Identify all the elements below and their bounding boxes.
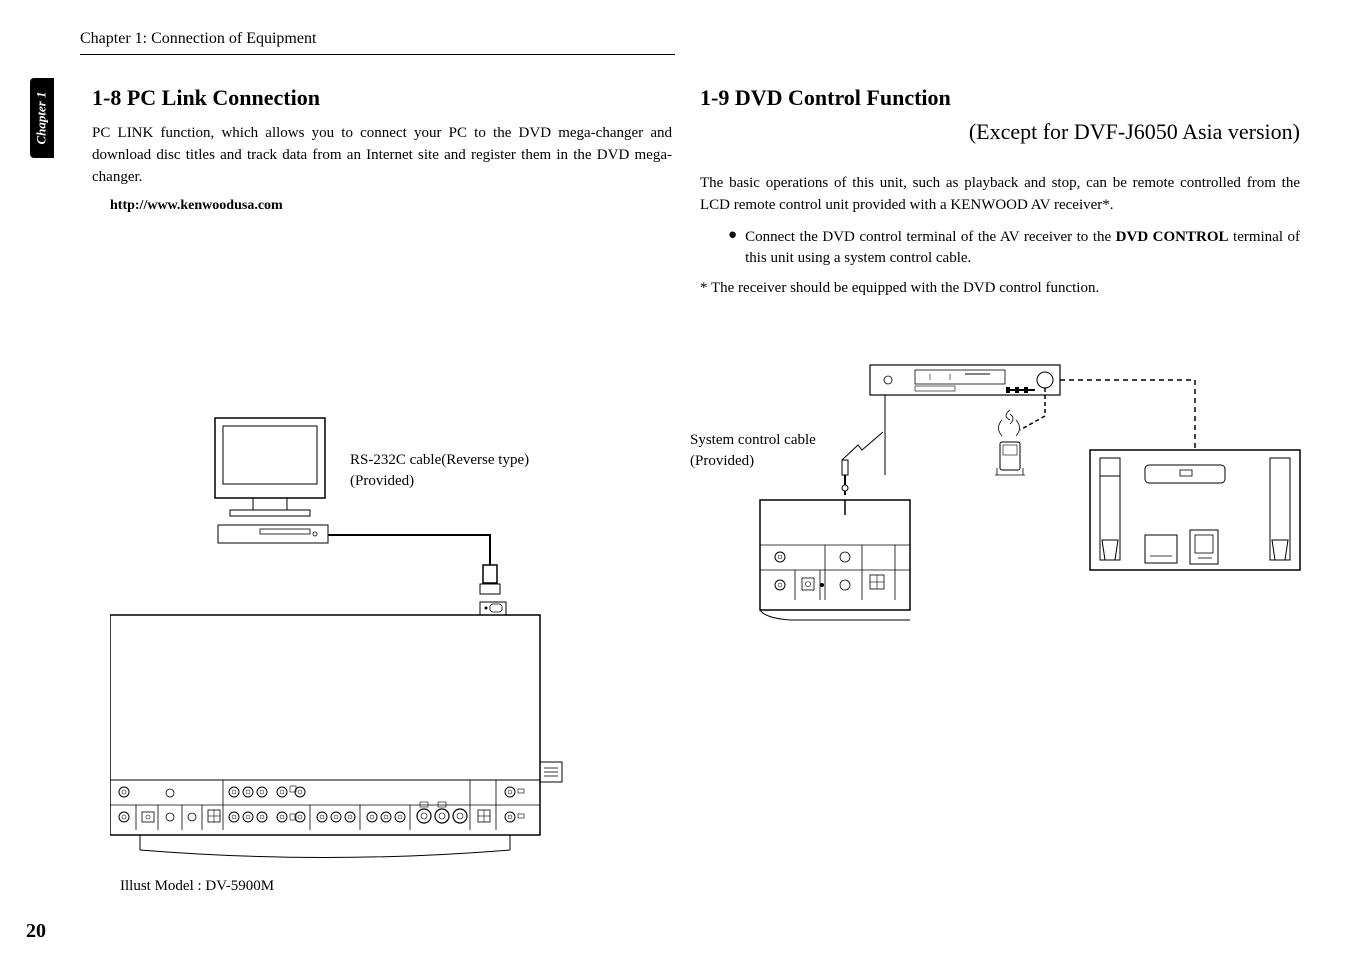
page-number: 20	[26, 920, 46, 943]
chapter-tab: Chapter 1	[30, 78, 54, 158]
breadcrumb-divider	[80, 54, 675, 55]
illust-caption: Illust Model : DV-5900M	[120, 878, 274, 895]
left-paragraph: PC LINK function, which allows you to co…	[92, 123, 672, 188]
bullet-item: ● Connect the DVD control terminal of th…	[728, 227, 1300, 271]
system-cable-icon	[842, 395, 885, 495]
footnote: * The receiver should be equipped with t…	[700, 280, 1300, 297]
left-column: 1-8 PC Link Connection PC LINK function,…	[92, 85, 672, 214]
remote-control-icon	[995, 410, 1025, 475]
bullet-bold: DVD CONTROL	[1116, 229, 1229, 245]
left-diagram: RS-232C cable(Reverse type) (Provided)	[110, 410, 590, 875]
dvd-changer-icon	[110, 602, 562, 858]
right-column: 1-9 DVD Control Function (Except for DVF…	[700, 85, 1300, 297]
av-receiver-icon	[870, 365, 1060, 395]
rs232-cable-label: RS-232C cable(Reverse type) (Provided)	[350, 450, 529, 492]
system-cable-label: System control cable (Provided)	[690, 430, 816, 472]
pc-monitor-icon	[215, 418, 328, 543]
right-diagram: System control cable (Provided)	[690, 360, 1300, 645]
breadcrumb: Chapter 1: Connection of Equipment	[80, 30, 316, 48]
section-heading-1-9: 1-9 DVD Control Function	[700, 85, 1300, 111]
dvd-unit-partial-icon	[760, 500, 910, 620]
rs232-label-line1: RS-232C cable(Reverse type)	[350, 452, 529, 468]
dvd-control-diagram-svg	[690, 360, 1310, 640]
chapter-tab-label: Chapter 1	[34, 91, 50, 144]
rs232-cable-icon	[328, 535, 500, 594]
system-cable-line2: (Provided)	[690, 453, 754, 469]
bullet-pre: Connect the DVD control terminal of the …	[745, 229, 1116, 245]
right-paragraph: The basic operations of this unit, such …	[700, 173, 1300, 217]
speaker-icon	[1090, 450, 1300, 570]
bullet-icon: ●	[728, 227, 737, 271]
system-cable-line1: System control cable	[690, 432, 816, 448]
section-heading-1-8: 1-8 PC Link Connection	[92, 85, 672, 111]
bullet-text: Connect the DVD control terminal of the …	[745, 227, 1300, 271]
rs232-label-line2: (Provided)	[350, 473, 414, 489]
pc-link-url: http://www.kenwoodusa.com	[110, 198, 672, 214]
section-subtitle: (Except for DVF-J6050 Asia version)	[700, 119, 1300, 145]
